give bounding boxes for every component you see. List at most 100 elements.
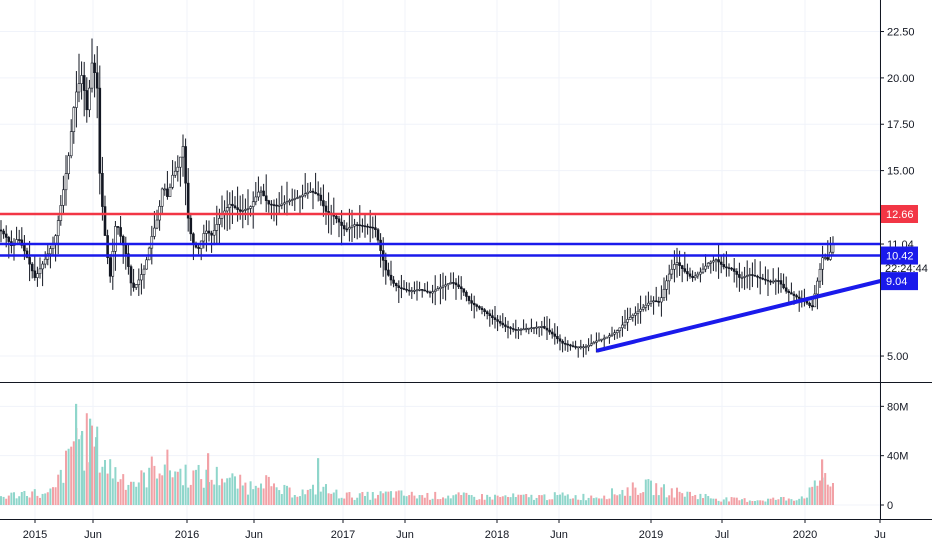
candle xyxy=(402,280,406,291)
horizontal-levels[interactable] xyxy=(0,212,880,257)
volume-bar xyxy=(239,474,242,505)
volume-bar xyxy=(608,498,611,505)
support-trendline xyxy=(596,279,882,353)
candle-body xyxy=(69,131,73,157)
volume-axis[interactable]: 80M 40M 0 xyxy=(880,401,908,512)
candle xyxy=(527,327,531,335)
candle xyxy=(116,226,120,235)
candle-body xyxy=(2,230,5,235)
candle-body xyxy=(93,62,96,73)
volume-bar xyxy=(579,500,582,505)
candle xyxy=(241,194,245,229)
candle-body xyxy=(558,338,562,342)
candle-body xyxy=(579,346,583,349)
candle xyxy=(340,210,343,246)
candle xyxy=(758,261,762,295)
volume-bar xyxy=(309,488,312,505)
candle xyxy=(628,307,632,320)
candle-body xyxy=(488,313,492,317)
volume-bar xyxy=(187,487,190,505)
candle-body xyxy=(654,300,658,303)
candle xyxy=(636,303,640,324)
candle xyxy=(441,272,445,300)
volume-bar xyxy=(15,498,18,505)
candle-body xyxy=(150,236,154,249)
volume-bar xyxy=(546,500,548,505)
candle xyxy=(732,258,736,283)
volume-bar xyxy=(223,482,226,505)
candle xyxy=(595,332,598,353)
volume-bar xyxy=(41,493,44,505)
volume-bar xyxy=(556,495,559,505)
time-axis[interactable]: 2015 Jun 2016 Jun 2017 Jun 2018 Jun 2019 Jul 2020 J… xyxy=(23,519,886,541)
candle-body xyxy=(621,324,624,329)
candle-body xyxy=(124,244,128,255)
candle-body xyxy=(171,174,174,188)
price-tick-label: 15.00 xyxy=(887,166,915,178)
candle xyxy=(537,326,541,338)
candle-body xyxy=(23,245,26,252)
candle xyxy=(366,223,369,235)
candle xyxy=(374,215,377,238)
candle-body xyxy=(202,233,206,242)
volume-bar xyxy=(696,499,699,505)
candle xyxy=(257,176,260,201)
candle xyxy=(28,240,31,282)
time-tick-label: 2018 xyxy=(485,529,509,541)
candle xyxy=(665,275,668,301)
volume-bar xyxy=(699,493,702,505)
candle-body xyxy=(88,87,91,111)
candle-body xyxy=(283,202,286,205)
candle-body xyxy=(636,310,640,314)
volume-bar xyxy=(192,470,195,505)
volume-bar xyxy=(600,498,603,505)
candle-body xyxy=(600,338,603,341)
candle xyxy=(756,274,759,288)
volume-bar xyxy=(91,425,93,505)
volume-bar xyxy=(764,501,767,505)
candle-body xyxy=(405,288,408,291)
candle-body xyxy=(179,156,182,168)
volume-bar xyxy=(754,501,756,505)
volume-bar xyxy=(176,471,179,505)
candle xyxy=(142,265,146,289)
trendline-group[interactable] xyxy=(596,279,882,353)
candle-body xyxy=(233,205,237,208)
volume-bar xyxy=(137,482,140,505)
candle xyxy=(782,273,785,290)
volume-bar xyxy=(371,492,374,505)
candle-body xyxy=(706,262,710,267)
price-tag-box xyxy=(881,204,918,223)
candle xyxy=(727,263,731,277)
candle xyxy=(563,336,567,351)
candle xyxy=(337,216,341,238)
candle-body xyxy=(303,193,307,196)
volume-bar xyxy=(525,493,528,505)
volume-bar xyxy=(335,489,338,505)
candle xyxy=(101,156,104,221)
candle xyxy=(506,320,510,339)
candle-body xyxy=(535,326,538,329)
volume-bar xyxy=(587,497,590,505)
candle xyxy=(90,38,94,93)
candle xyxy=(319,187,323,206)
candle-body xyxy=(444,284,447,287)
volume-bar xyxy=(39,497,41,505)
candle xyxy=(108,254,112,283)
candle-body xyxy=(670,268,674,275)
volume-bar xyxy=(130,481,132,505)
candle xyxy=(613,329,616,340)
candle-body xyxy=(324,205,328,212)
volume-bar xyxy=(226,478,229,505)
volume-bar xyxy=(423,497,426,505)
volume-bar xyxy=(572,498,574,505)
volume-bar xyxy=(215,466,218,505)
volume-bar xyxy=(540,495,543,505)
candle-body xyxy=(548,329,551,333)
candle xyxy=(623,309,627,329)
volume-bar xyxy=(520,494,522,505)
volume-bar xyxy=(249,481,252,505)
volume-bar xyxy=(312,484,314,505)
candle-body xyxy=(129,266,133,284)
